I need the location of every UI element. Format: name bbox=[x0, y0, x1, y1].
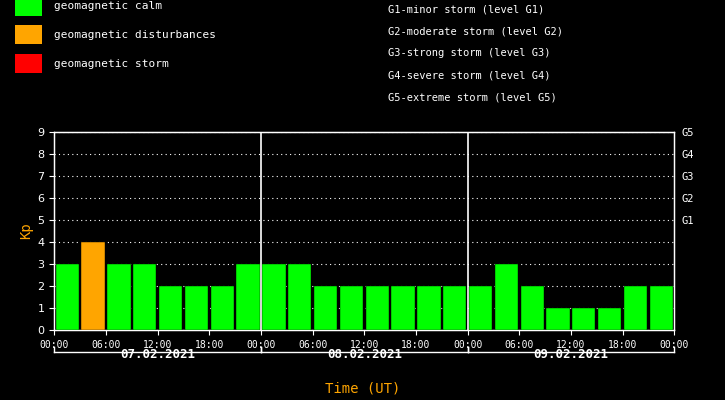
Bar bbox=[365, 286, 389, 330]
Bar bbox=[56, 264, 79, 330]
Bar bbox=[443, 286, 466, 330]
Bar bbox=[598, 308, 621, 330]
Text: 08.02.2021: 08.02.2021 bbox=[327, 348, 402, 361]
Bar bbox=[236, 264, 260, 330]
Text: 09.02.2021: 09.02.2021 bbox=[534, 348, 608, 361]
Bar bbox=[547, 308, 570, 330]
Bar bbox=[211, 286, 234, 330]
Text: G4-severe storm (level G4): G4-severe storm (level G4) bbox=[388, 70, 550, 80]
Bar bbox=[107, 264, 130, 330]
Bar bbox=[418, 286, 441, 330]
Text: G2-moderate storm (level G2): G2-moderate storm (level G2) bbox=[388, 26, 563, 36]
Text: 07.02.2021: 07.02.2021 bbox=[120, 348, 195, 361]
Bar bbox=[314, 286, 337, 330]
Bar bbox=[392, 286, 415, 330]
Bar bbox=[572, 308, 595, 330]
Text: geomagnetic storm: geomagnetic storm bbox=[54, 59, 169, 69]
Bar bbox=[624, 286, 647, 330]
Bar bbox=[494, 264, 518, 330]
Bar bbox=[159, 286, 182, 330]
Text: G3-strong storm (level G3): G3-strong storm (level G3) bbox=[388, 48, 550, 58]
Text: G5-extreme storm (level G5): G5-extreme storm (level G5) bbox=[388, 92, 557, 102]
Bar bbox=[469, 286, 492, 330]
Bar bbox=[185, 286, 208, 330]
Text: Time (UT): Time (UT) bbox=[325, 381, 400, 395]
Bar bbox=[81, 242, 104, 330]
Bar bbox=[521, 286, 544, 330]
Bar bbox=[340, 286, 363, 330]
Text: geomagnetic calm: geomagnetic calm bbox=[54, 1, 162, 11]
Y-axis label: Kp: Kp bbox=[20, 223, 33, 239]
Text: G1-minor storm (level G1): G1-minor storm (level G1) bbox=[388, 4, 544, 14]
Bar bbox=[288, 264, 311, 330]
Text: geomagnetic disturbances: geomagnetic disturbances bbox=[54, 30, 216, 40]
Bar bbox=[262, 264, 286, 330]
Bar bbox=[650, 286, 673, 330]
Bar bbox=[133, 264, 157, 330]
